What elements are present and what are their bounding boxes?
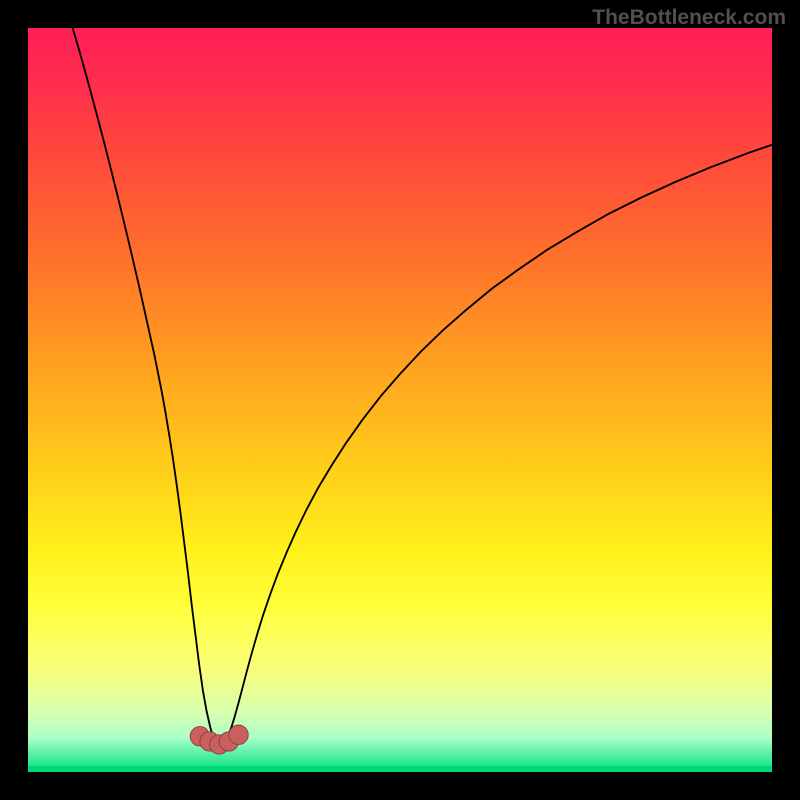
chart-svg [28, 28, 772, 772]
plot-area [28, 28, 772, 772]
curve-marker [229, 725, 248, 744]
chart-frame: TheBottleneck.com [0, 0, 800, 800]
gradient-background [28, 28, 772, 772]
bottom-accent-bar [28, 766, 772, 772]
watermark-text: TheBottleneck.com [592, 6, 786, 30]
